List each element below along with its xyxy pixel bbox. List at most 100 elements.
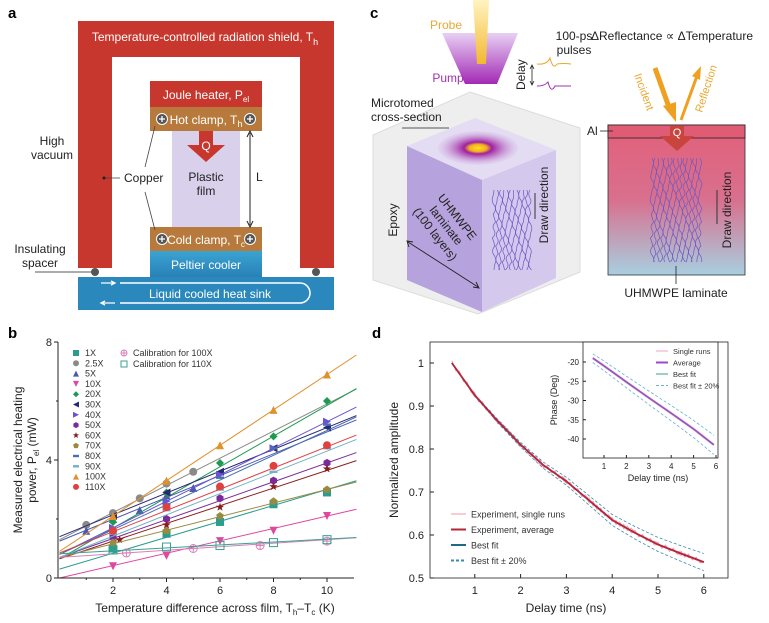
incident-label: Incident	[631, 72, 655, 112]
data-point	[216, 441, 224, 450]
data-point	[109, 562, 117, 571]
spacer-label-1: Insulating	[14, 242, 65, 256]
y-tick-label: 4	[46, 455, 52, 467]
chart-b-legend: 1X2.5X5X10X20X30X40X50X60X70X80X90X100X1…	[72, 348, 213, 492]
inset-y-tick-label: -25	[567, 377, 579, 386]
data-point	[269, 432, 278, 441]
fiber	[685, 157, 690, 263]
inset-ylabel: Phase (Deg)	[549, 375, 559, 426]
data-point	[322, 535, 332, 545]
chart-b-ylabel: Measured electrical heating power, Pel (…	[11, 387, 41, 534]
hot-clamp-label: Hot clamp, Th	[170, 113, 243, 129]
y-tick-label: 1	[418, 358, 424, 370]
radiation-shield	[78, 21, 334, 268]
inset-band-line	[592, 362, 715, 455]
inset-legend-label: Best fit ± 20%	[673, 382, 720, 391]
data-point	[269, 405, 278, 414]
legend-label: Experiment, single runs	[471, 510, 566, 520]
inset-x-tick-label: 3	[647, 462, 652, 471]
legend-label: 90X	[85, 461, 101, 471]
panel-label-a: a	[8, 5, 17, 22]
shield-label: Temperature-controlled radiation shield,…	[92, 30, 318, 47]
data-point	[323, 458, 331, 467]
fiber	[491, 189, 497, 271]
legend-marker	[73, 442, 79, 449]
data-point	[109, 538, 117, 546]
y-tick-label: 8	[46, 337, 52, 349]
legend-label: Best fit	[471, 541, 499, 551]
heat-sink-label: Liquid cooled heat sink	[149, 287, 272, 301]
fiber	[662, 157, 667, 263]
legend-marker	[73, 370, 79, 377]
fiber	[694, 157, 699, 263]
data-point	[323, 397, 331, 405]
microtomed-label-2: cross-section	[371, 110, 442, 124]
delay-label: Delay	[514, 59, 528, 90]
data-point	[215, 502, 225, 511]
fiber	[527, 189, 533, 271]
legend-label: 60X	[85, 430, 101, 440]
thickness-arrow	[406, 240, 480, 289]
fiber	[501, 189, 507, 271]
x-tick-label: 3	[563, 585, 569, 597]
peltier-label: Peltier cooler	[171, 258, 241, 272]
x-tick-label: 4	[609, 585, 615, 597]
x-tick-label: 1	[472, 585, 478, 597]
average-line	[451, 362, 705, 563]
vacuum-label-2: vacuum	[31, 148, 73, 162]
heat-flow-arrow	[187, 131, 225, 162]
legend-marker	[73, 454, 79, 458]
fiber	[688, 157, 693, 263]
coolant-loop	[120, 282, 311, 304]
svg-text:power, Pel (mW): power, Pel (mW)	[25, 417, 41, 503]
y-tick-label: 0.7	[409, 487, 424, 499]
copper-label: Copper	[124, 171, 163, 185]
joule-heater	[150, 81, 262, 107]
pump-pulse	[536, 80, 571, 90]
legend-marker	[72, 432, 80, 439]
pump-label: Pump	[432, 71, 464, 85]
inset-legend-label: Best fit	[673, 370, 697, 379]
data-point	[216, 512, 224, 520]
inset-x-tick-label: 5	[691, 462, 696, 471]
x-tick-label: 8	[270, 585, 276, 597]
fiber	[691, 157, 696, 263]
data-point	[162, 488, 171, 497]
cube-front-face	[407, 146, 482, 312]
legend-label: 80X	[85, 451, 101, 461]
data-point	[322, 464, 332, 473]
pulses-label-2: pulses	[557, 43, 592, 57]
peltier-cooler	[150, 251, 262, 278]
data-point	[269, 497, 278, 505]
marker-plus	[189, 544, 198, 553]
fiber	[649, 157, 655, 263]
probe-beam	[473, 0, 489, 64]
insulating-spacer-right	[312, 268, 320, 276]
legend-marker	[73, 411, 79, 418]
probe-label: Probe	[430, 18, 462, 32]
fiber	[678, 157, 683, 263]
data-point	[216, 482, 224, 491]
inset-x-tick-label: 2	[624, 462, 629, 471]
length-arrow	[246, 129, 254, 229]
legend-label: Best fit ± 20%	[471, 556, 526, 566]
data-point	[109, 512, 117, 521]
data-point	[162, 526, 171, 534]
fiber	[672, 157, 677, 263]
x-tick-label: 2	[110, 585, 116, 597]
legend-label: 1X	[85, 348, 96, 358]
data-point	[162, 551, 171, 560]
inset-band-line	[592, 353, 715, 436]
screw-plus-marks	[159, 116, 253, 242]
epoxy-label: Epoxy	[386, 203, 400, 236]
data-point	[109, 526, 117, 535]
fit-line-60x	[59, 460, 357, 560]
legend-marker	[73, 350, 79, 356]
chart-b-plot	[59, 354, 357, 579]
y-tick-label: 0.8	[409, 444, 424, 456]
fit-line-30x	[59, 415, 357, 538]
fiber	[659, 157, 664, 263]
hot-clamp	[150, 107, 262, 131]
fit-line-40x	[59, 406, 357, 555]
